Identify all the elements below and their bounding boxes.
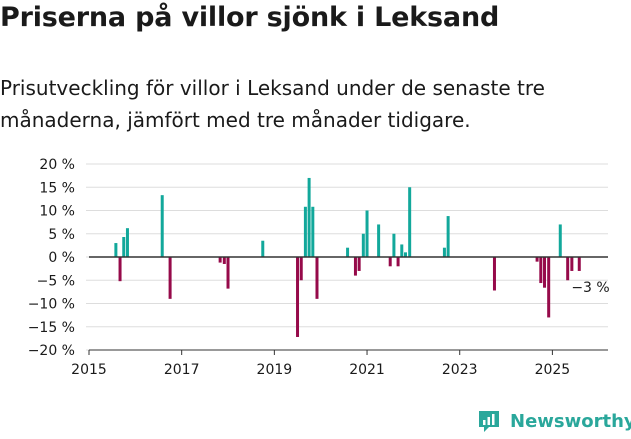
bar-negative [535,257,539,262]
bar-negative [118,257,122,282]
bar-positive [303,206,307,257]
bar-negative [543,257,547,288]
bar-negative [168,257,172,299]
bar-positive [392,233,396,257]
bar-positive [307,177,311,257]
brand-logo: Newsworthy [476,408,631,434]
y-tick-label: −10 % [28,297,75,313]
brand-name: Newsworthy [510,410,631,432]
bar-positive [365,210,369,257]
latest-value-annotation: −3 % [571,280,609,296]
bar-positive [558,224,562,257]
page-title: Priserna på villor sjönk i Leksand [0,2,500,33]
x-tick-label: 2025 [535,362,571,378]
bar-negative [218,257,222,263]
bar-positive [114,243,118,257]
x-tick-label: 2015 [71,362,107,378]
bar-negative [299,257,303,281]
x-tick-label: 2019 [257,362,293,378]
bar-positive [377,224,381,257]
bar-positive [261,240,265,257]
newsworthy-logo-icon [479,411,499,432]
bar-negative [357,257,361,271]
bar-positive [403,252,407,257]
bar-positive [361,233,365,257]
y-tick-label: 5 % [48,227,75,243]
y-tick-label: 0 % [48,250,75,266]
bar-positive [442,247,446,257]
bar-negative [492,257,496,291]
x-tick-label: 2021 [349,362,385,378]
y-tick-label: 15 % [39,180,75,196]
y-tick-label: −5 % [37,273,75,289]
bar-negative [315,257,319,299]
bar-positive [311,206,315,257]
y-tick-label: −20 % [28,343,75,359]
bar-positive [408,187,412,257]
bar-positive [125,228,129,257]
bar-negative [396,257,400,267]
bar-positive [160,195,164,257]
bar-negative [296,257,300,337]
y-tick-label: 10 % [39,204,75,220]
x-tick-label: 2023 [442,362,478,378]
bar-negative [353,257,357,276]
bar-negative [577,257,581,271]
y-tick-label: 20 % [39,157,75,173]
bar-negative [547,257,551,318]
bar-positive [446,216,450,257]
bar-negative [539,257,543,284]
bar-negative [226,257,230,289]
bar-negative [570,257,574,271]
bar-positive [346,247,350,257]
bar-negative [222,257,226,264]
bar-negative [566,257,570,281]
bar-positive [400,244,404,257]
page-subtitle: Prisutveckling för villor i Leksand unde… [0,76,545,132]
x-tick-label: 2017 [164,362,200,378]
bar-positive [122,237,126,257]
y-tick-label: −15 % [28,320,75,336]
bar-negative [388,257,392,267]
